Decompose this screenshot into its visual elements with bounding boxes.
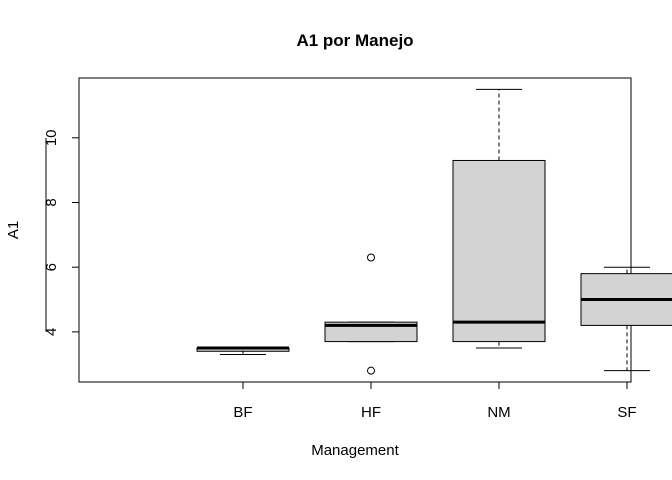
- plot-marks: 4 6 8 10 BF HF NM SF: [43, 88, 672, 421]
- box-hf-iqr: [324, 321, 418, 343]
- y-tick-label: 8: [43, 198, 60, 206]
- box-nm-iqr: [452, 159, 546, 343]
- x-axis-label: Management: [311, 442, 399, 459]
- y-axis-label: A1: [5, 221, 22, 239]
- y-tick-label: 10: [43, 129, 60, 146]
- x-tick-label: SF: [617, 404, 636, 421]
- box-hf-outlier: [367, 366, 375, 375]
- x-tick-label: HF: [361, 404, 381, 421]
- chart-title: A1 por Manejo: [296, 31, 413, 50]
- y-tick-label: 4: [43, 328, 60, 336]
- x-tick-label: BF: [233, 404, 252, 421]
- x-tick-label: NM: [487, 404, 510, 421]
- y-tick-label: 6: [43, 263, 60, 271]
- box-hf-outlier: [367, 253, 375, 262]
- plot-frame: [78, 77, 632, 383]
